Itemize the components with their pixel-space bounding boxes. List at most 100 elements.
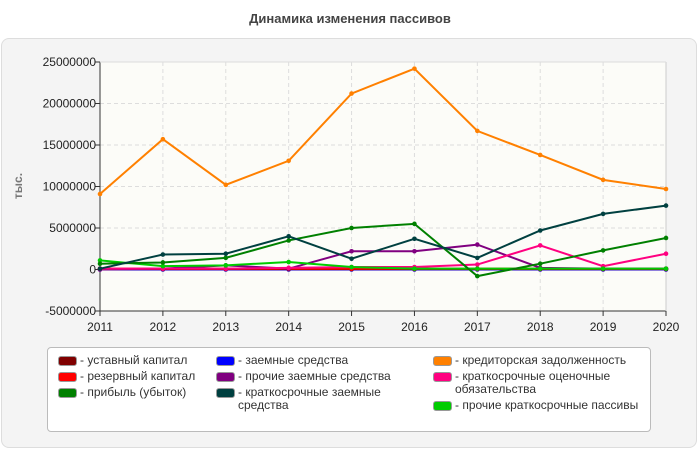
data-point	[286, 238, 291, 243]
legend-label: - уставный капитал	[80, 353, 188, 367]
legend-label: - резервный капитал	[80, 369, 196, 383]
legend-swatch	[58, 372, 77, 382]
data-point	[475, 266, 480, 271]
data-point	[537, 266, 543, 271]
legend-item: - прочие краткосрочные пассивы	[433, 399, 648, 412]
data-point	[160, 263, 166, 269]
series-line	[99, 259, 666, 270]
data-point	[97, 191, 103, 197]
data-point	[286, 234, 291, 239]
data-point	[475, 128, 480, 134]
y-axis-label: тыс.	[11, 173, 25, 199]
legend-swatch	[216, 356, 235, 366]
data-point	[537, 152, 543, 158]
data-point	[475, 255, 480, 261]
data-point	[412, 248, 417, 254]
data-point	[349, 264, 354, 270]
legend-label: - кредиторская задолженность	[455, 353, 627, 367]
x-tick-label: 2013	[212, 320, 239, 334]
data-point	[223, 263, 229, 268]
legend-label: - прочие заемные средства	[238, 369, 391, 383]
data-point	[537, 261, 543, 266]
data-point	[663, 203, 669, 208]
legend-swatch	[216, 388, 235, 398]
y-tick-label: 20000000	[43, 97, 97, 111]
data-point	[600, 266, 606, 271]
legend-item: - кредиторская задолженность	[433, 354, 648, 367]
series-line	[99, 204, 667, 270]
y-tick-label: 25000000	[43, 55, 97, 69]
x-tick-label: 2018	[527, 320, 554, 334]
legend-label: - краткосрочные заемные средства	[238, 385, 381, 412]
data-point	[475, 262, 480, 267]
data-point	[223, 255, 229, 261]
x-tick-label: 2015	[338, 320, 365, 334]
series-2	[97, 221, 669, 279]
legend-swatch	[58, 388, 77, 398]
legend-label: - краткосрочные оценочные обязательства	[455, 369, 611, 396]
legend-label: - прибыль (убыток)	[80, 385, 187, 399]
data-point	[412, 66, 417, 71]
data-point	[537, 243, 543, 248]
data-point	[223, 266, 229, 271]
data-point	[663, 266, 669, 271]
chart-title: Динамика изменения пассивов	[249, 11, 451, 26]
data-point	[97, 266, 103, 271]
data-point	[475, 273, 480, 279]
series-5	[97, 203, 669, 271]
series-8	[97, 258, 669, 271]
x-tick-label: 2020	[653, 320, 680, 334]
y-tick-label: 10000000	[43, 180, 97, 194]
legend-swatch	[433, 372, 452, 382]
data-point	[349, 225, 354, 231]
data-point	[412, 266, 417, 271]
series-6	[97, 66, 669, 197]
x-tick-label: 2012	[150, 320, 177, 334]
y-tick-label: 15000000	[43, 138, 97, 152]
data-point	[475, 242, 480, 247]
x-tick-label: 2019	[590, 320, 617, 334]
data-point	[223, 182, 229, 188]
data-point	[223, 251, 229, 257]
data-point	[412, 236, 417, 242]
legend-item: - резервный капитал	[58, 370, 218, 383]
x-tick-label: 2016	[401, 320, 428, 334]
data-point	[537, 228, 543, 233]
data-point	[600, 211, 606, 217]
legend: - уставный капитал - резервный капитал - п…	[47, 347, 651, 432]
data-point	[663, 251, 669, 257]
series-line	[99, 222, 667, 278]
data-point	[160, 136, 166, 142]
data-point	[286, 265, 291, 271]
data-point	[286, 259, 291, 265]
y-tick-label: -5000000	[45, 304, 96, 318]
data-point	[160, 260, 166, 265]
data-point	[663, 235, 669, 241]
legend-swatch	[433, 356, 452, 366]
x-tick-label: 2017	[464, 320, 491, 334]
data-point	[286, 158, 291, 164]
data-point	[349, 248, 354, 254]
x-tick-label: 2011	[87, 320, 113, 334]
x-tick-label: 2014	[275, 320, 302, 334]
series-line	[99, 67, 667, 195]
data-point	[663, 186, 669, 192]
legend-label: - заемные средства	[238, 353, 349, 367]
data-point	[160, 252, 166, 257]
legend-item: - уставный капитал	[58, 354, 218, 367]
data-point	[349, 91, 354, 96]
legend-label: - прочие краткосрочные пассивы	[455, 398, 639, 412]
data-point	[349, 256, 354, 262]
y-tick-label: 5000000	[49, 221, 96, 235]
legend-item: - краткосрочные оценочные обязательства	[433, 370, 648, 396]
legend-swatch	[216, 372, 235, 382]
data-point	[97, 261, 103, 266]
legend-swatch	[58, 356, 77, 366]
legend-swatch	[433, 401, 452, 411]
legend-item: - краткосрочные заемные средства	[216, 386, 431, 412]
data-point	[97, 258, 103, 263]
legend-item: - прочие заемные средства	[216, 370, 431, 383]
y-tick-label: 0	[89, 263, 96, 277]
data-point	[600, 177, 606, 183]
